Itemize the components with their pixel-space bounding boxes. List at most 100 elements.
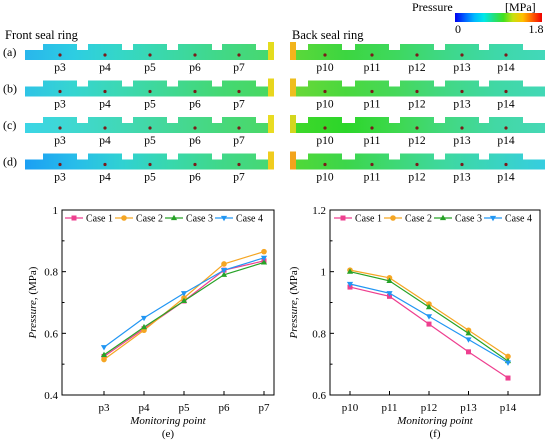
- data-point-case-2-p6: [221, 261, 227, 267]
- legend-item-case-1: Case 1: [65, 214, 113, 225]
- seal-ring-row-b: (b) p3 p4 p5 p6 p7 p10 p11 p12 p13 p14: [3, 78, 545, 111]
- monitoring-point-label: p10: [316, 99, 334, 111]
- monitoring-point-label: p4: [99, 172, 111, 184]
- legend-label: Case 2: [136, 214, 163, 225]
- y-tick-label: 0.8: [312, 328, 326, 340]
- data-point-case-3-p13: [465, 330, 472, 336]
- monitoring-point-dot: [370, 53, 374, 57]
- legend-item-case-3: Case 3: [165, 214, 213, 225]
- seal-ring-row-c: (c) p3 p4 p5 p6 p7 p10 p11 p12 p13 p14: [3, 115, 545, 147]
- monitoring-point-dot: [415, 53, 419, 57]
- back-seal-ring-end-region: [290, 151, 296, 170]
- monitoring-point-label: p3: [54, 62, 66, 74]
- row-label: (d): [3, 155, 17, 169]
- monitoring-point-dot: [103, 89, 107, 94]
- monitoring-point-label: p13: [453, 172, 471, 184]
- panel-label: (e): [162, 428, 175, 440]
- monitoring-point-dot: [103, 53, 107, 57]
- front-seal-ring-title: Front seal ring: [5, 28, 79, 42]
- data-point-case-4-p14: [504, 360, 512, 366]
- row-label: (a): [3, 45, 16, 59]
- monitoring-point-label: p6: [189, 62, 201, 74]
- monitoring-point-dot: [415, 126, 419, 130]
- back-seal-ring-end-region: [290, 78, 296, 97]
- back-seal-ring-contour: [296, 153, 545, 170]
- front-seal-ring-contour: [25, 117, 268, 133]
- monitoring-point-label: p10: [316, 62, 334, 74]
- seal-ring-row-d: (d) p3 p4 p5 p6 p7 p10 p11 p12 p13 p14: [3, 151, 545, 184]
- monitoring-point-label: p11: [364, 135, 381, 147]
- data-point-case-4-p12: [425, 314, 433, 320]
- series-case-3: [100, 259, 268, 358]
- legend-marker-case-4: [220, 215, 228, 222]
- legend-label: Case 3: [455, 214, 482, 225]
- x-tick-label: p14: [500, 402, 517, 414]
- legend-marker-case-3: [170, 214, 178, 221]
- legend-marker-case-3: [439, 214, 447, 221]
- monitoring-point-label: p5: [144, 135, 156, 147]
- y-axis-title-unit: , (MPa): [27, 266, 39, 300]
- back-seal-ring-contour: [296, 80, 545, 97]
- monitoring-point-label: p4: [99, 99, 111, 111]
- monitoring-point-label: p3: [54, 172, 66, 184]
- back-seal-ring-contour: [296, 117, 545, 133]
- x-tick-label: p13: [460, 402, 477, 414]
- data-point-case-1-p13: [466, 349, 471, 355]
- y-tick-label: 1: [321, 267, 327, 279]
- y-axis-title-quantity: Pressure: [27, 300, 39, 339]
- legend-label: Case 1: [355, 214, 382, 225]
- contour-panel: Front seal ring Back seal ring Pressure …: [3, 0, 545, 184]
- front-seal-ring-end-region: [268, 78, 274, 97]
- colorbar-min-label: 0: [455, 22, 461, 36]
- y-axis-title-quantity: Pressure: [288, 300, 300, 339]
- monitoring-point-dot: [415, 89, 419, 94]
- data-point-case-4-p5: [180, 291, 188, 297]
- seal-ring-row-a: (a) p3 p4 p5 p6 p7 p10 p11 p12 p13 p14: [3, 42, 545, 74]
- monitoring-point-label: p3: [54, 99, 66, 111]
- legend-marker-case-1: [340, 215, 346, 221]
- monitoring-point-label: p13: [453, 62, 471, 74]
- data-point-case-4-p4: [140, 315, 148, 322]
- monitoring-point-dot: [323, 89, 327, 94]
- series-case-4: [100, 255, 268, 351]
- monitoring-point-label: p6: [189, 135, 201, 147]
- series-case-4: [346, 281, 512, 366]
- data-point-case-4-p13: [465, 337, 472, 343]
- monitoring-point-dot: [323, 126, 327, 130]
- y-tick-label: 0.6: [312, 390, 326, 402]
- legend-item-case-1: Case 1: [334, 214, 382, 225]
- monitoring-point-label: p14: [497, 172, 515, 184]
- monitoring-point-dot: [237, 126, 241, 130]
- data-point-case-3-p6: [220, 271, 228, 277]
- x-tick-label: p4: [139, 402, 151, 414]
- back-seal-ring-contour: [296, 44, 545, 60]
- x-tick-label: p5: [179, 402, 191, 414]
- front-seal-ring-end-region: [268, 151, 274, 170]
- monitoring-point-dot: [58, 162, 62, 167]
- x-tick-label: p3: [99, 402, 111, 414]
- monitoring-point-label: p12: [408, 135, 426, 147]
- monitoring-point-dot: [460, 126, 464, 130]
- row-label: (c): [3, 118, 16, 132]
- y-tick-label: 1.2: [312, 205, 326, 217]
- seal-ring-rows: (a) p3 p4 p5 p6 p7 p10 p11 p12 p13 p14 (b) p3 p4 p5 p6 p…: [3, 42, 545, 184]
- y-axis-title: Pressure, (MPa): [27, 266, 39, 339]
- x-axis-title: Monitoring point: [396, 415, 473, 427]
- monitoring-point-dot: [460, 162, 464, 167]
- line-charts: 0.4 0.6 0.8 1 p3 p4 p5 p6 p7 Monitoring point Pres…: [27, 205, 541, 440]
- monitoring-point-dot: [370, 162, 374, 167]
- colorbar-scale: [455, 13, 542, 22]
- y-tick-label: 0.4: [44, 390, 58, 402]
- data-point-case-3-p10: [346, 268, 354, 274]
- monitoring-point-dot: [504, 126, 508, 130]
- monitoring-point-label: p5: [144, 99, 156, 111]
- monitoring-point-label: p14: [497, 135, 515, 147]
- legend-item-case-2: Case 2: [384, 214, 432, 225]
- data-point-case-1-p12: [426, 321, 432, 327]
- monitoring-point-label: p4: [99, 135, 111, 147]
- front-seal-ring-end-region: [268, 42, 274, 60]
- monitoring-point-label: p10: [316, 135, 334, 147]
- monitoring-point-dot: [103, 126, 107, 130]
- y-axis-title: Pressure, (MPa): [288, 266, 300, 339]
- legend-label: Case 1: [86, 214, 113, 225]
